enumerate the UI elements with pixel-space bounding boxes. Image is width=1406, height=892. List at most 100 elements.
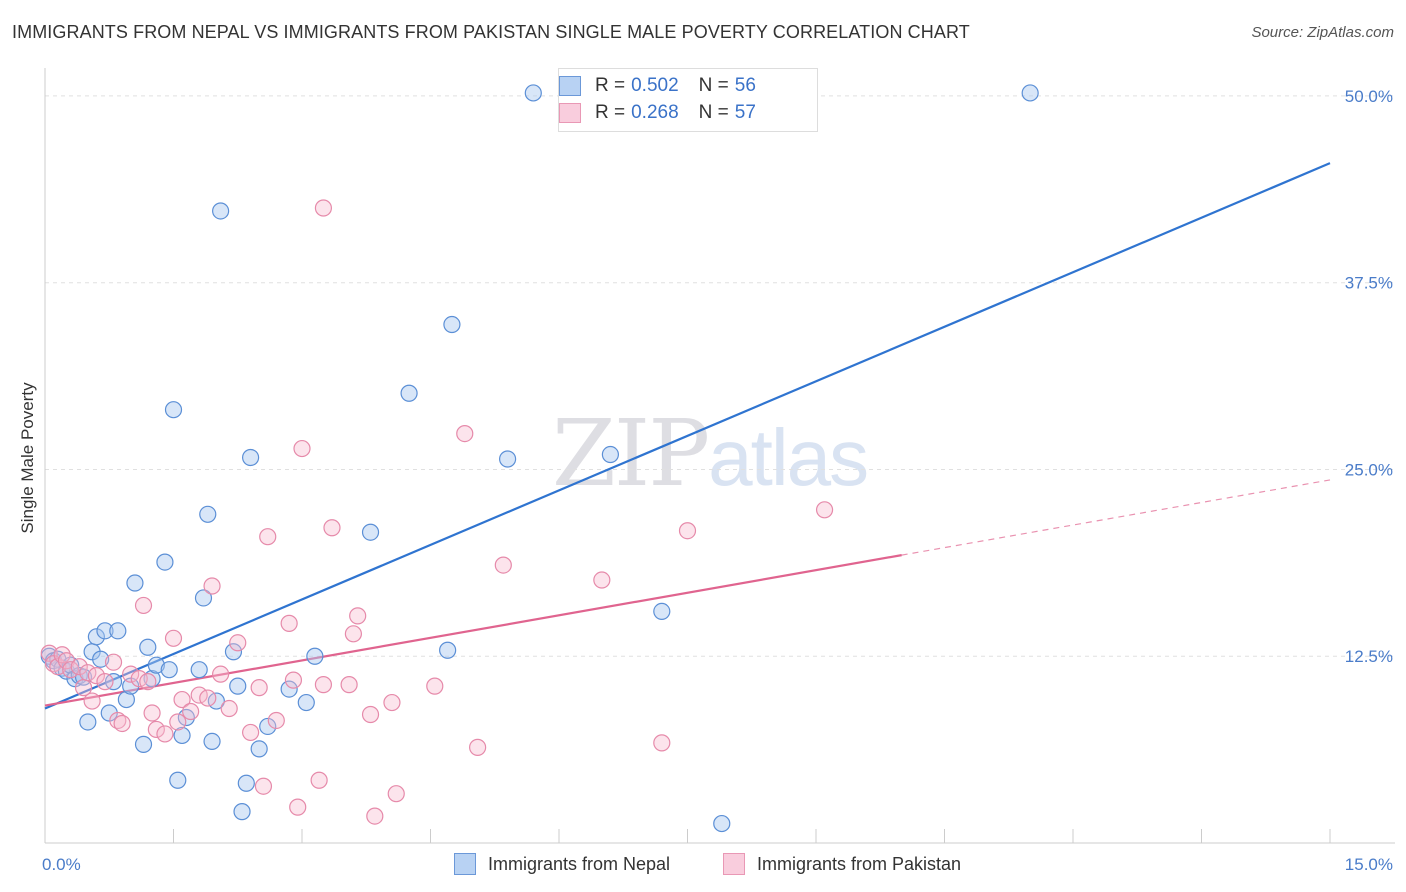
nepal-point <box>713 814 731 833</box>
pakistan-point <box>280 614 298 632</box>
pakistan-point <box>254 777 273 795</box>
pakistan-point <box>314 676 333 694</box>
legend-r-label: R = <box>595 75 626 96</box>
pakistan-point <box>250 679 268 697</box>
pakistan-point <box>113 714 131 733</box>
bottom-legend-nepal: Immigrants from Nepal <box>454 851 670 877</box>
pakistan-trend-line-extension <box>901 479 1331 556</box>
pakistan-point <box>340 676 358 694</box>
watermark: ZIPatlas <box>552 400 869 507</box>
nepal-point <box>242 448 260 467</box>
pakistan-point <box>293 439 311 458</box>
pakistan-point <box>229 634 247 652</box>
pakistan-point <box>314 199 333 217</box>
nepal-point <box>173 726 191 745</box>
legend-row-nepal: R = 0.502 N = 56 <box>559 73 756 99</box>
nepal-point <box>250 740 268 758</box>
pakistan-point <box>361 705 380 724</box>
nepal-point <box>297 693 315 712</box>
nepal-point <box>229 677 247 695</box>
nepal-point <box>653 602 671 621</box>
legend-r-value: 0.502 <box>631 75 679 96</box>
pakistan-point <box>173 690 191 709</box>
nepal-point <box>92 650 110 668</box>
nepal-point <box>439 641 457 659</box>
pakistan-point <box>366 807 384 825</box>
legend-row-pakistan: R = 0.268 N = 57 <box>559 100 756 126</box>
stats-legend: R = 0.502 N = 56 R = 0.268 N = 57 <box>558 68 818 132</box>
pakistan-point <box>678 522 697 540</box>
nepal-point <box>79 713 97 731</box>
watermark-atlas: atlas <box>708 413 869 502</box>
pakistan-point <box>344 625 362 643</box>
nepal-point <box>156 553 174 571</box>
pakistan-point <box>164 629 183 647</box>
pakistan-point <box>104 653 123 671</box>
nepal-point <box>524 84 542 102</box>
y-tick-label: 25.0% <box>1345 460 1393 479</box>
bottom-legend-label-pakistan: Immigrants from Pakistan <box>757 853 962 874</box>
pakistan-point <box>593 571 611 589</box>
pakistan-point <box>220 699 238 718</box>
pakistan-point <box>143 704 161 722</box>
legend-r-label: R = <box>595 102 626 123</box>
y-tick-label: 12.5% <box>1345 647 1393 666</box>
nepal-point <box>280 680 298 698</box>
nepal-point <box>212 202 230 220</box>
legend-n-value: 56 <box>734 75 756 96</box>
watermark-zip: ZIP <box>552 400 710 507</box>
pakistan-trend-line <box>44 554 902 707</box>
pakistan-point <box>387 785 405 803</box>
nepal-point <box>259 717 277 736</box>
x-tick-label: 0.0% <box>42 855 81 874</box>
nepal-point <box>169 771 187 789</box>
bottom-legend-pakistan: Immigrants from Pakistan <box>723 851 961 877</box>
nepal-point <box>117 690 135 709</box>
nepal-point <box>306 647 324 665</box>
nepal-point <box>109 622 127 640</box>
pakistan-point <box>469 738 487 756</box>
nepal-point <box>147 656 165 674</box>
nepal-trend-line <box>44 162 1331 710</box>
y-axis-label: Single Male Poverty <box>18 382 37 534</box>
bottom-legend-swatch-nepal <box>454 853 476 875</box>
pakistan-point <box>259 528 277 546</box>
nepal-point <box>126 574 144 592</box>
pakistan-point <box>122 665 140 683</box>
nepal-point <box>160 661 178 679</box>
pakistan-point <box>653 734 671 752</box>
source-label: Source: ZipAtlas.com <box>1251 24 1394 41</box>
nepal-point <box>499 450 517 468</box>
pakistan-point <box>70 658 88 676</box>
legend-r-value: 0.268 <box>631 102 679 123</box>
pakistan-point <box>349 607 367 625</box>
trend-lines <box>44 162 1331 710</box>
pakistan-point <box>96 673 114 691</box>
pakistan-point <box>242 723 260 742</box>
nepal-point <box>194 589 213 607</box>
pakistan-point <box>284 671 303 689</box>
pakistan-point <box>456 425 474 443</box>
pakistan-point <box>147 720 165 739</box>
legend-n-value: 57 <box>734 102 756 123</box>
nepal-point <box>96 622 114 640</box>
pakistan-point <box>169 713 187 731</box>
pakistan-point <box>815 501 834 519</box>
pakistan-point <box>494 556 512 574</box>
pakistan-point <box>40 644 58 662</box>
legend-n-label: N = <box>698 102 729 123</box>
nepal-point <box>87 628 106 646</box>
legend-n-label: N = <box>698 75 729 96</box>
pakistan-point <box>212 665 230 683</box>
nepal-point <box>190 661 208 679</box>
nepal-point <box>134 735 153 753</box>
nepal-point <box>139 638 157 656</box>
nepal-point <box>400 384 418 402</box>
pakistan-point <box>323 519 341 537</box>
nepal-point <box>233 803 251 821</box>
nepal-point <box>601 445 620 464</box>
pakistan-point <box>182 702 200 721</box>
pakistan-point <box>383 693 401 712</box>
bottom-legend-label-nepal: Immigrants from Nepal <box>488 853 671 874</box>
nepal-point <box>203 732 221 750</box>
